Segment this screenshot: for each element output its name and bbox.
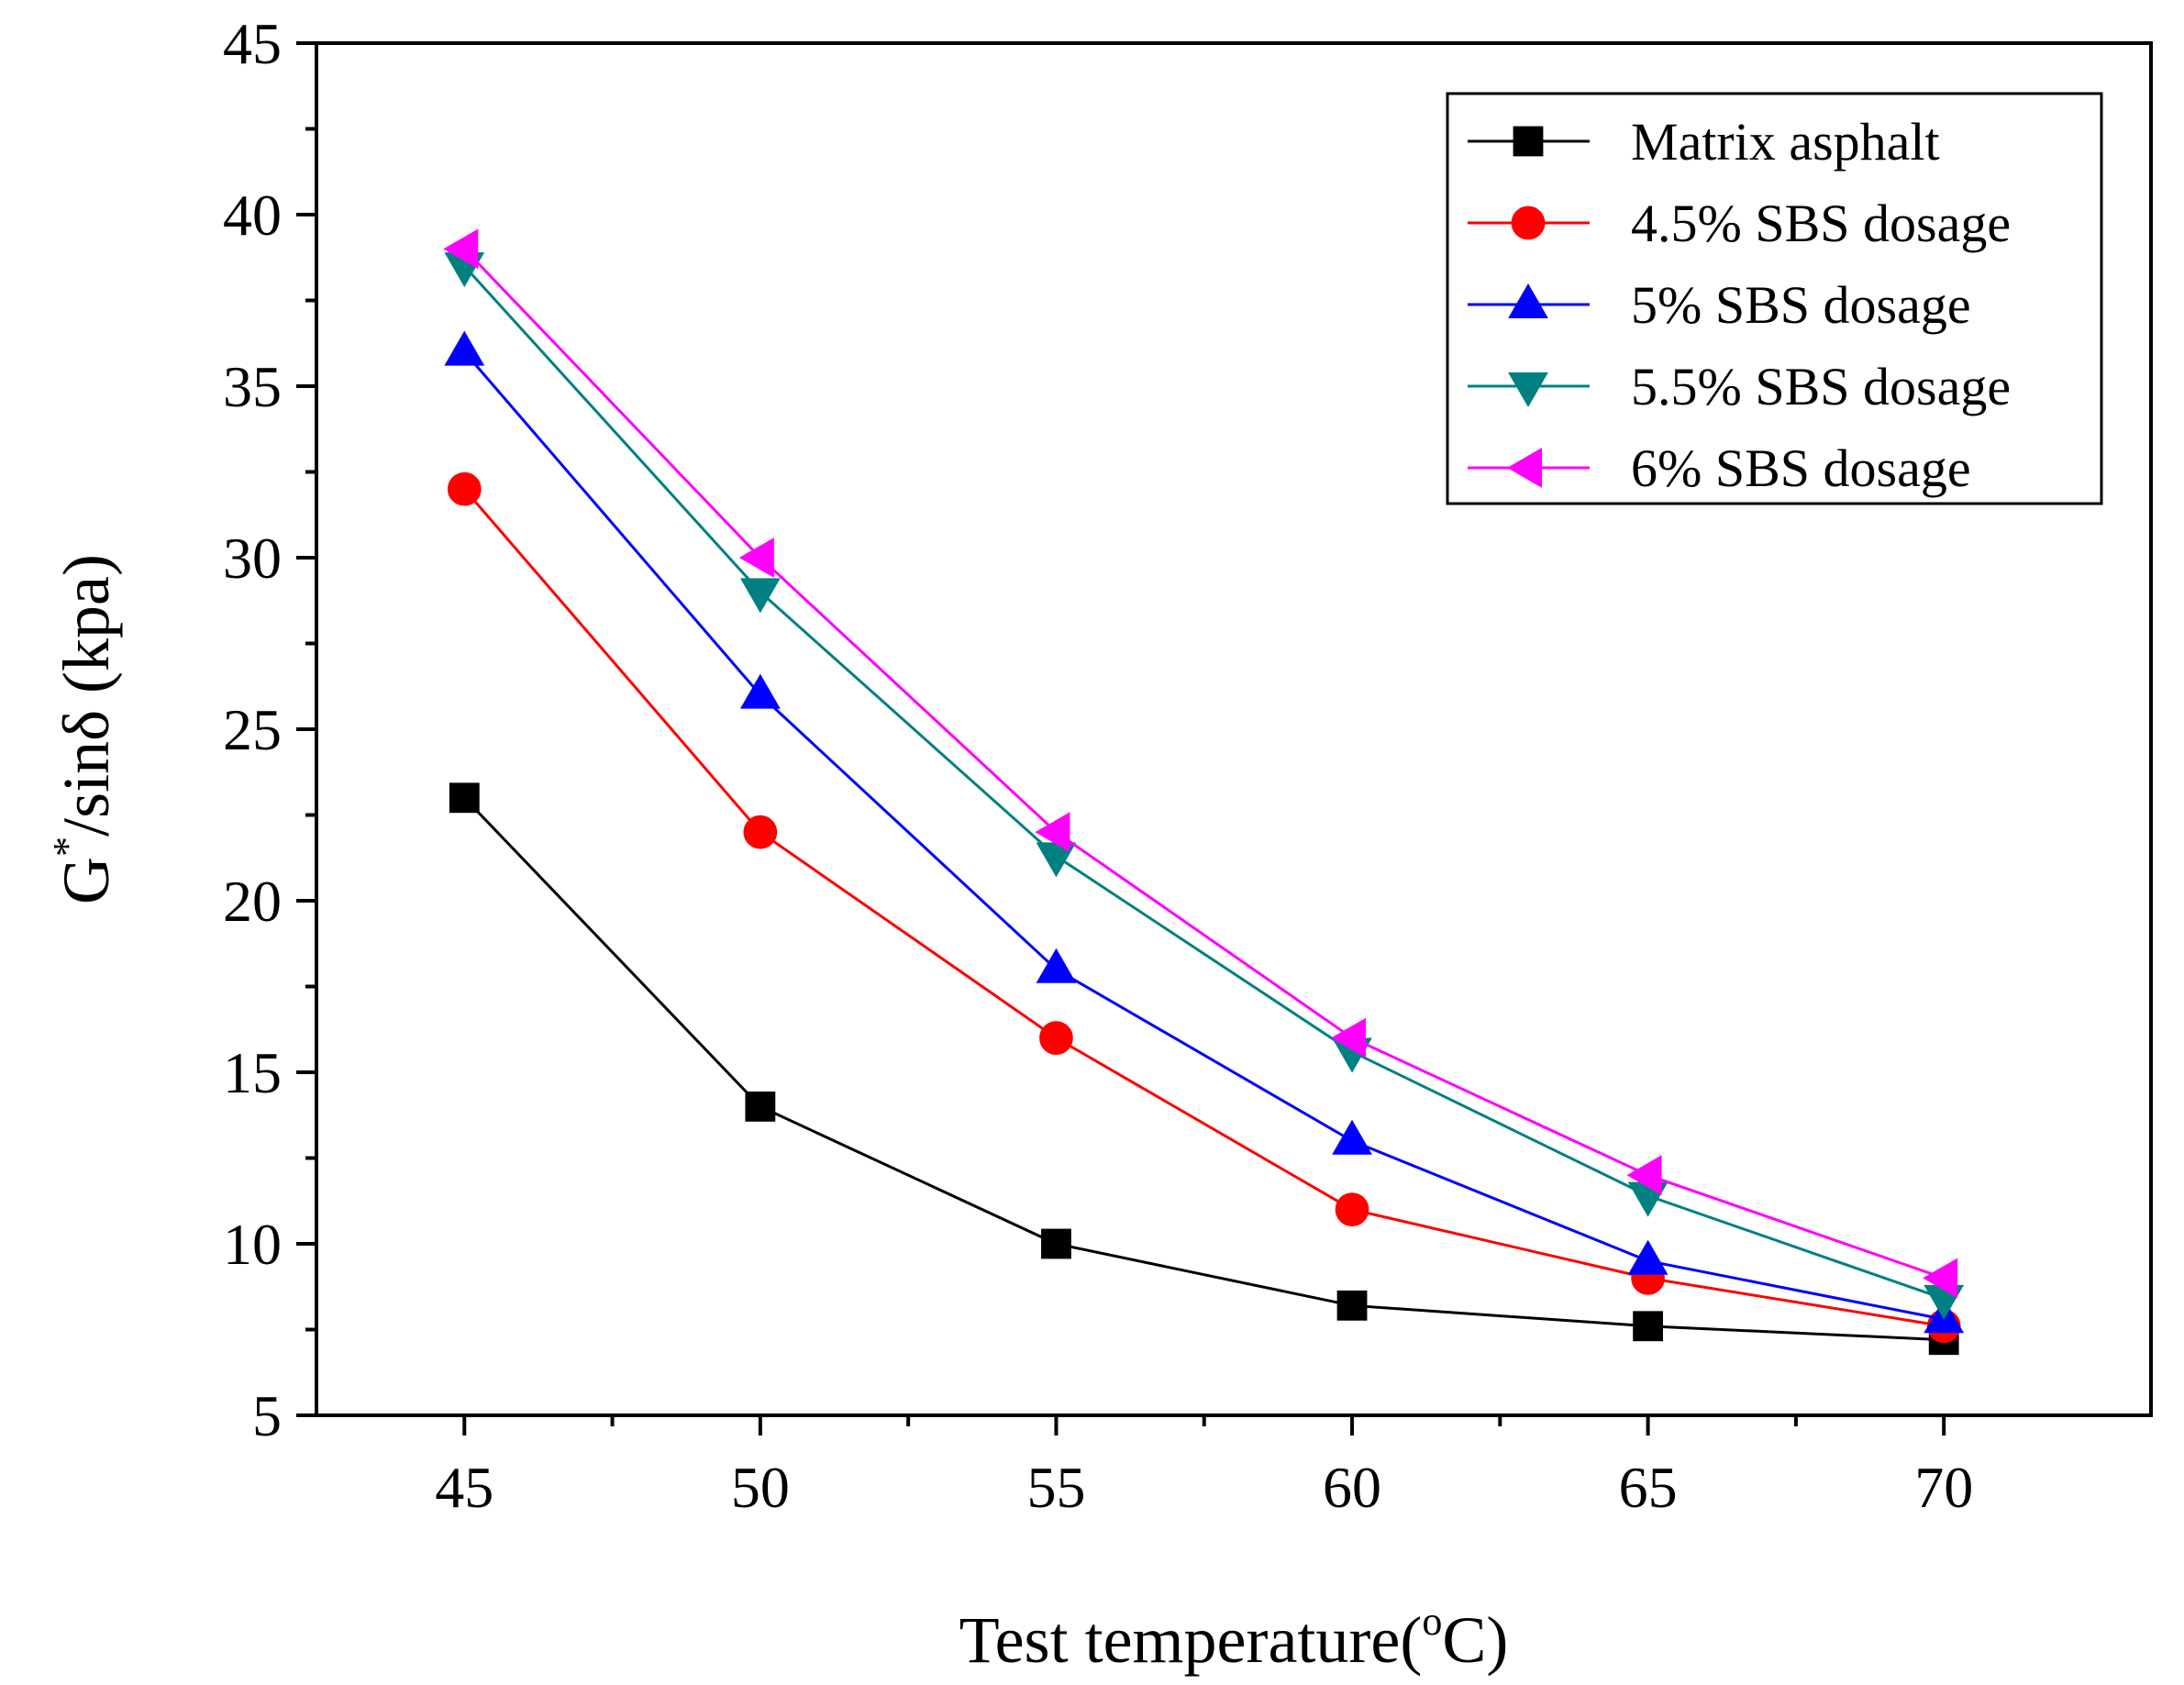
data-point (745, 1092, 776, 1122)
data-point (739, 578, 781, 614)
legend-marker (1513, 126, 1544, 157)
data-point (1633, 1311, 1664, 1342)
x-axis-title-sup: o (1422, 1599, 1442, 1644)
data-point (1035, 812, 1070, 853)
data-point (1336, 1290, 1368, 1321)
legend-label: 4.5% SBS dosage (1631, 194, 2011, 253)
y-tick-label: 10 (223, 1212, 282, 1277)
legend-label: Matrix asphalt (1631, 112, 1940, 172)
legend-item: 6% SBS dosage (1468, 438, 1971, 498)
data-point (447, 471, 482, 506)
legend: Matrix asphalt 4.5% SBS dosage 5% SBS dosa… (1446, 92, 2103, 505)
legend-label: 5% SBS dosage (1631, 275, 1971, 335)
legend-label: 6% SBS dosage (1631, 438, 1971, 498)
data-point (739, 673, 781, 709)
y-tick-label: 25 (223, 697, 282, 762)
series-line (463, 796, 1945, 1342)
x-tick-label: 65 (1619, 1455, 1678, 1520)
y-axis-title-sup: * (45, 837, 90, 857)
y-axis-title: G*/sinδ (kpa) (45, 554, 123, 904)
data-point (1335, 1192, 1369, 1226)
legend-item: 4.5% SBS dosage (1468, 194, 2011, 253)
data-point (1331, 1017, 1367, 1059)
y-axis-title-tail: /sinδ (kpa) (50, 554, 123, 837)
x-tick-label: 60 (1323, 1455, 1381, 1520)
x-tick-label: 50 (731, 1455, 790, 1520)
x-tick-label: 70 (1914, 1455, 1973, 1520)
legend-item: 5.5% SBS dosage (1468, 357, 2011, 416)
legend-marker (1508, 283, 1548, 318)
y-tick-label: 20 (223, 869, 282, 934)
data-point (743, 815, 778, 849)
y-tick-label: 5 (252, 1383, 282, 1448)
legend-item: 5% SBS dosage (1468, 275, 1971, 335)
legend-box (1446, 92, 2103, 505)
legend-item: Matrix asphalt (1468, 112, 1940, 172)
data-point (1041, 1228, 1071, 1259)
y-tick-label: 15 (223, 1040, 282, 1105)
x-axis-title-tail: C) (1442, 1603, 1508, 1677)
x-axis: 45 50 55 60 65 70 (435, 1415, 1973, 1520)
series-line (463, 488, 1945, 1328)
legend-marker (1506, 448, 1542, 488)
x-axis-title-main: Test temperature( (959, 1603, 1423, 1677)
data-point (738, 538, 774, 578)
data-point (444, 330, 485, 366)
series-4 (443, 228, 1958, 1299)
x-tick-label: 55 (1026, 1455, 1085, 1520)
series-layer (443, 228, 1965, 1356)
y-axis: 5 10 15 20 25 30 35 40 45 (223, 11, 316, 1448)
y-tick-label: 45 (223, 11, 282, 76)
data-point (1626, 1155, 1662, 1196)
data-point (1627, 1239, 1668, 1275)
x-tick-label: 45 (435, 1455, 493, 1520)
data-point (1039, 1021, 1073, 1055)
legend-marker (1508, 372, 1548, 408)
y-tick-label: 30 (223, 526, 282, 591)
x-axis-title: Test temperature(oC) (959, 1599, 1509, 1677)
series-0 (449, 782, 1959, 1356)
y-tick-label: 40 (223, 183, 282, 248)
data-point (449, 782, 480, 814)
series-line (463, 350, 1945, 1321)
y-axis-title-base: G (50, 857, 123, 904)
legend-label: 5.5% SBS dosage (1631, 357, 2011, 416)
data-point (1036, 948, 1077, 983)
data-point (443, 228, 479, 270)
legend-marker (1511, 205, 1546, 240)
series-line (463, 248, 1945, 1280)
y-tick-label: 35 (223, 354, 282, 419)
data-point (1923, 1258, 1958, 1299)
data-point (1332, 1119, 1372, 1155)
series-line (463, 265, 1945, 1301)
